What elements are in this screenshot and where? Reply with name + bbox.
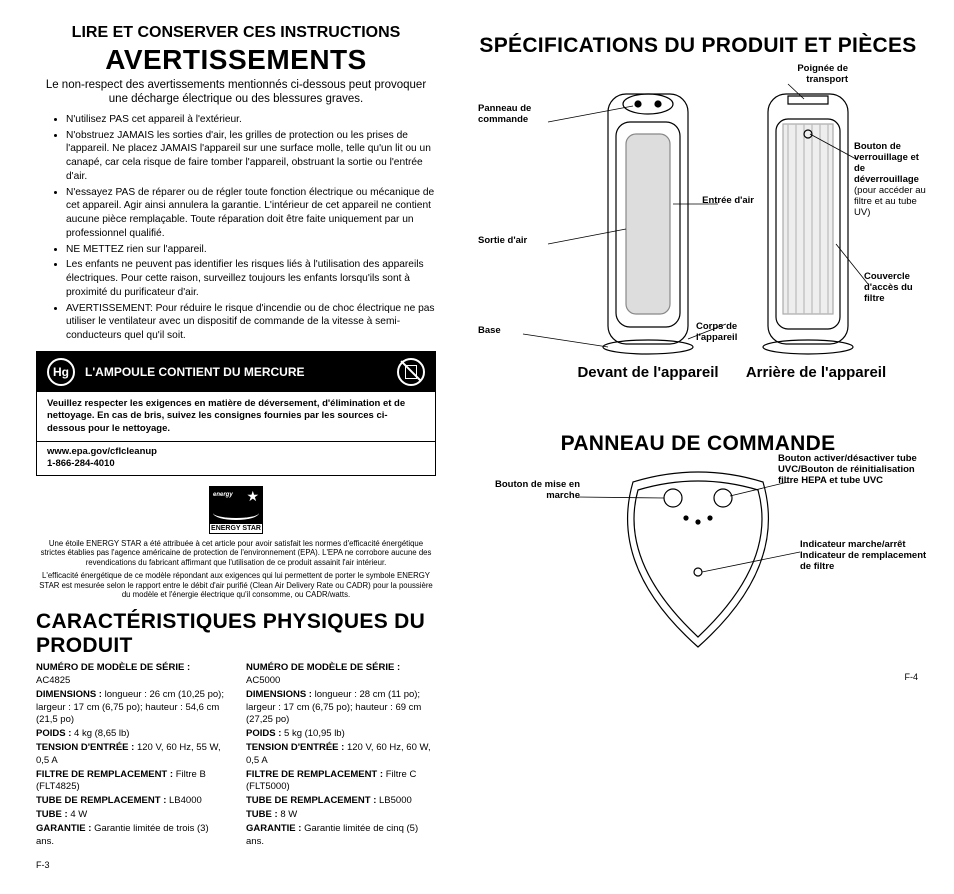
- spec-value: AC5000: [246, 675, 280, 686]
- hg-icon: Hg: [47, 358, 75, 386]
- label-base: Base: [478, 326, 501, 337]
- spec-value: LB5000: [379, 795, 412, 806]
- spec-label: GARANTIE :: [246, 823, 301, 834]
- phys-col-b: NUMÉRO DE MODÈLE DE SÉRIE : AC5000 DIMEN…: [246, 662, 436, 849]
- star-icon: ★: [246, 488, 259, 505]
- label-text: Bouton de verrouillage et de déverrouill…: [854, 141, 919, 185]
- right-column: SPÉCIFICATIONS DU PRODUIT ET PIÈCES: [478, 24, 918, 870]
- warning-item: AVERTISSEMENT: Pour réduire le risque d'…: [66, 302, 436, 343]
- spec-label: TENSION D'ENTRÉE :: [36, 742, 134, 753]
- label-uvc: Bouton activer/désactiver tube UVC/Bouto…: [778, 454, 928, 487]
- spec-label: FILTRE DE REMPLACEMENT :: [246, 769, 383, 780]
- fine-print-2: L'efficacité énergétique de ce modèle ré…: [36, 571, 436, 600]
- spec-label: NUMÉRO DE MODÈLE DE SÉRIE :: [246, 662, 400, 673]
- spec-label: TENSION D'ENTRÉE :: [246, 742, 344, 753]
- spec-value: LB4000: [169, 795, 202, 806]
- phys-col-a: NUMÉRO DE MODÈLE DE SÉRIE : AC4825 DIMEN…: [36, 662, 226, 849]
- instructions-subtitle: LIRE ET CONSERVER CES INSTRUCTIONS: [36, 24, 436, 42]
- spec-label: TUBE :: [246, 809, 278, 820]
- left-column: LIRE ET CONSERVER CES INSTRUCTIONS AVERT…: [36, 24, 436, 870]
- spec-value: 8 W: [280, 809, 297, 820]
- mercure-phone: 1-866-284-4010: [47, 458, 425, 470]
- mercure-header: Hg L'AMPOULE CONTIENT DU MERCURE: [37, 352, 435, 392]
- warning-item: NE METTEZ rien sur l'appareil.: [66, 243, 436, 257]
- mercure-body: Veuillez respecter les exigences en mati…: [37, 392, 435, 441]
- warning-item: Les enfants ne peuvent pas identifier le…: [66, 258, 436, 299]
- label-couvercle: Couvercle d'accès du filtre: [864, 272, 934, 305]
- label-sortie: Sortie d'air: [478, 236, 527, 247]
- mercure-box: Hg L'AMPOULE CONTIENT DU MERCURE Veuille…: [36, 351, 436, 476]
- page: LIRE ET CONSERVER CES INSTRUCTIONS AVERT…: [36, 24, 918, 870]
- phys-columns: NUMÉRO DE MODÈLE DE SÉRIE : AC4825 DIMEN…: [36, 662, 436, 849]
- warning-item: N'obstruez JAMAIS les sorties d'air, les…: [66, 129, 436, 184]
- energy-star-word: energy: [213, 492, 233, 498]
- spec-label: TUBE :: [36, 809, 68, 820]
- product-diagram: Panneau de commande Sortie d'air Base En…: [478, 64, 918, 404]
- control-panel-diagram: Bouton de mise en marche Bouton activer/…: [478, 462, 918, 662]
- mercure-url: www.epa.gov/cflcleanup: [47, 446, 425, 458]
- spec-label: DIMENSIONS :: [246, 689, 312, 700]
- hg-label: Hg: [53, 365, 69, 379]
- spec-value: 4 W: [70, 809, 87, 820]
- spec-label: FILTRE DE REMPLACEMENT :: [36, 769, 173, 780]
- label-panneau: Panneau de commande: [478, 104, 550, 126]
- label-corps: Corps de l'appareil: [696, 322, 756, 344]
- label-indic: Indicateur marche/arrêt Indicateur de re…: [800, 540, 930, 573]
- energy-star-label: ENERGY STAR: [209, 524, 263, 534]
- no-trash-icon: [397, 358, 425, 386]
- label-mise: Bouton de mise en marche: [488, 480, 580, 502]
- spec-title: SPÉCIFICATIONS DU PRODUIT ET PIÈCES: [478, 34, 918, 58]
- mercure-footer: www.epa.gov/cflcleanup 1-866-284-4010: [37, 441, 435, 475]
- label-poignee: Poignée de transport: [758, 64, 848, 86]
- front-view-label: Devant de l'appareil: [568, 364, 728, 381]
- warning-item: N'utilisez PAS cet appareil à l'extérieu…: [66, 113, 436, 127]
- label-lock: Bouton de verrouillage et de déverrouill…: [854, 142, 932, 218]
- spec-label: GARANTIE :: [36, 823, 91, 834]
- phys-title: CARACTÉRISTIQUES PHYSIQUES DU PRODUIT: [36, 610, 436, 658]
- label-entree: Entrée d'air: [696, 196, 754, 207]
- mercure-title: L'AMPOULE CONTIENT DU MERCURE: [85, 365, 387, 379]
- rear-view-label: Arrière de l'appareil: [736, 364, 896, 381]
- spec-label: TUBE DE REMPLACEMENT :: [36, 795, 166, 806]
- page-number-left: F-3: [36, 860, 436, 870]
- spec-label: DIMENSIONS :: [36, 689, 102, 700]
- warning-item: N'essayez PAS de réparer ou de régler to…: [66, 186, 436, 241]
- fine-print-1: Une étoile ENERGY STAR a été attribuée à…: [36, 539, 436, 568]
- spec-label: TUBE DE REMPLACEMENT :: [246, 795, 376, 806]
- energy-star-logo: energy ★ ENERGY STAR: [36, 486, 436, 535]
- label-note: (pour accéder au filtre et au tube UV): [854, 185, 926, 218]
- label-text: Poignée de transport: [797, 63, 848, 85]
- avertissements-title: AVERTISSEMENTS: [36, 44, 436, 76]
- page-number-right: F-4: [478, 672, 918, 682]
- warnings-list: N'utilisez PAS cet appareil à l'extérieu…: [36, 113, 436, 343]
- intro-text: Le non-respect des avertissements mentio…: [36, 78, 436, 107]
- spec-value: AC4825: [36, 675, 70, 686]
- spec-label: NUMÉRO DE MODÈLE DE SÉRIE :: [36, 662, 190, 673]
